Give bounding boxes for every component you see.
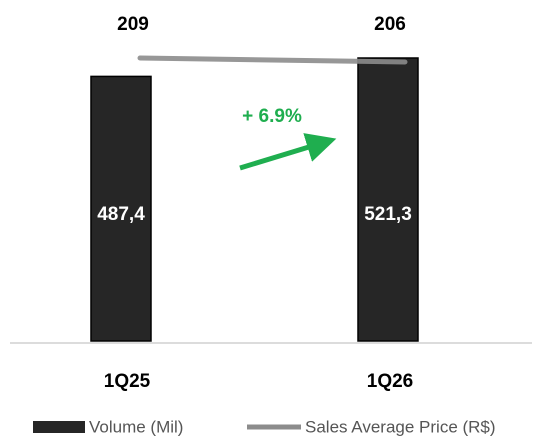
value-label: 521,3	[364, 204, 412, 225]
legend-swatch	[33, 421, 85, 433]
line-value-label: 209	[117, 14, 149, 35]
bar	[90, 75, 152, 342]
legend: Volume (Mil) Sales Average Price (R$)	[33, 417, 496, 436]
x-tick-label: 1Q25	[104, 371, 151, 392]
legend-label: Sales Average Price (R$)	[305, 417, 496, 436]
growth-arrow	[239, 133, 337, 171]
bar	[357, 57, 419, 342]
legend-label: Volume (Mil)	[89, 417, 183, 436]
annotation: + 6.9%	[242, 106, 302, 127]
x-tick-label: 1Q26	[367, 371, 413, 392]
price-line	[137, 55, 408, 65]
value-label: 487,4	[97, 204, 145, 225]
line-value-label: 206	[374, 14, 406, 35]
